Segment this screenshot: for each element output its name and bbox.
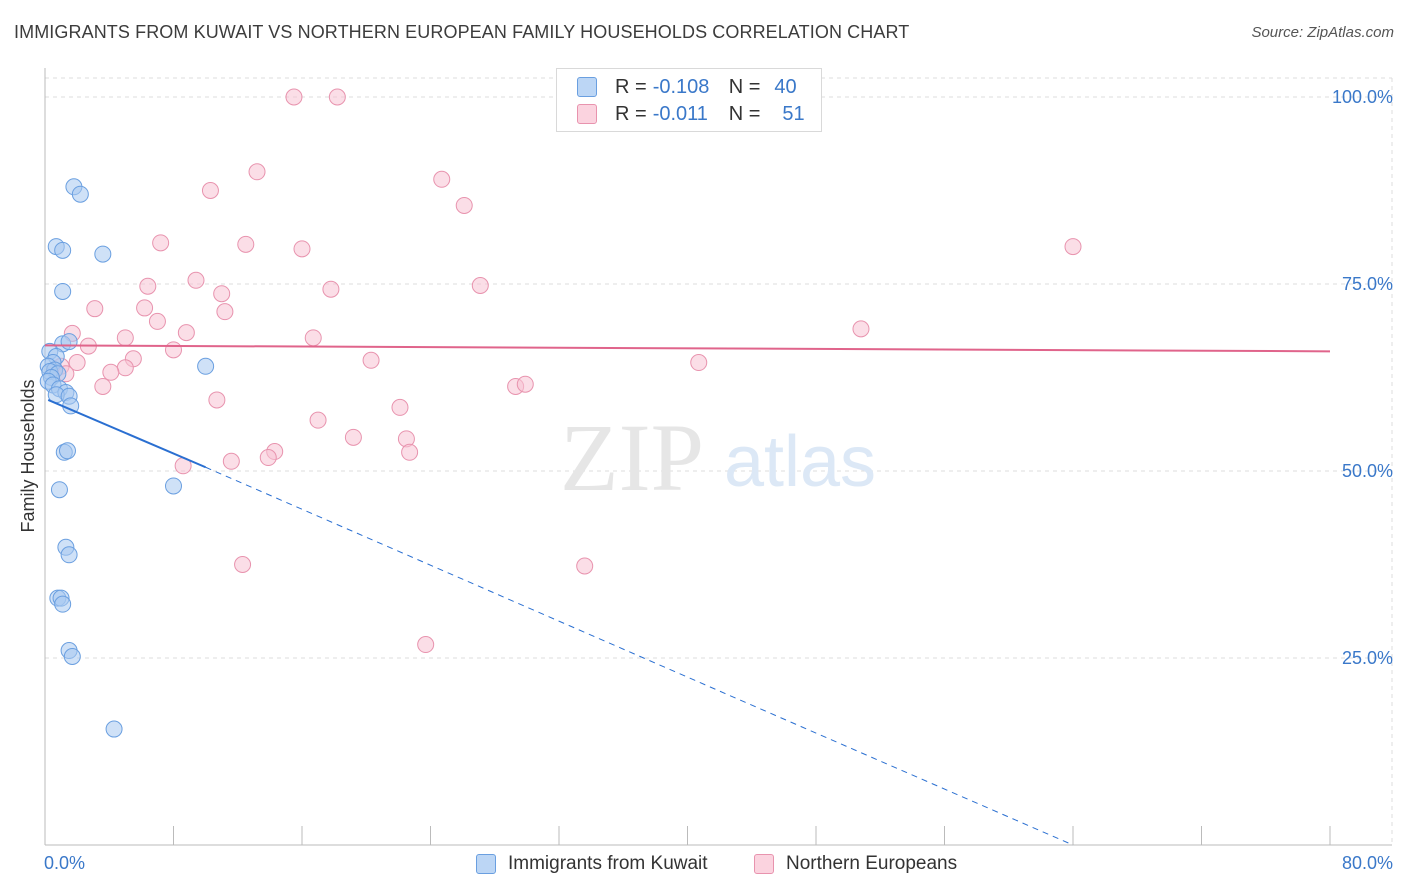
- trend-lines: [44, 344, 1331, 846]
- northern-europeans-point-19: [116, 329, 134, 347]
- y-tick-label-75: 75.0%: [1342, 274, 1393, 294]
- y-tick-label-25: 25.0%: [1342, 648, 1393, 668]
- kuwait-point-34: [63, 648, 81, 666]
- legend-swatch-blue: [577, 77, 597, 97]
- source-label: Source: ZipAtlas.com: [1251, 24, 1394, 41]
- bottom-legend-northern-europeans: Northern Europeans: [754, 852, 957, 876]
- legend-r-label: R =: [615, 75, 647, 98]
- northern-europeans-point-17: [216, 303, 234, 321]
- northern-europeans-point-41: [344, 428, 362, 446]
- bottom-legend-label-northern-europeans: Northern Europeans: [786, 853, 958, 874]
- northern-europeans-point-44: [259, 449, 277, 467]
- northern-europeans-point-11: [187, 271, 205, 289]
- kuwait-point-3: [54, 241, 72, 259]
- bottom-legend-swatch-blue: [476, 854, 496, 874]
- axes: [44, 68, 1392, 846]
- northern-europeans-point-29: [68, 354, 86, 372]
- northern-europeans-point-50: [417, 636, 435, 654]
- northern-europeans-point-5: [455, 196, 473, 214]
- y-axis-title: Family Households: [18, 379, 38, 532]
- northern-europeans-point-35: [94, 377, 112, 395]
- kuwait-point-7: [60, 333, 78, 351]
- northern-europeans-point-48: [234, 556, 252, 573]
- legend-r-value: -0.011: [652, 102, 708, 125]
- watermark-atlas: atlas: [724, 422, 876, 502]
- northern-europeans-point-47: [401, 443, 419, 461]
- watermark-zip: ZIP: [560, 404, 704, 511]
- axis-labels: 25.0% 50.0% 75.0% 100.0% 0.0% 80.0% Family Hou…: [18, 87, 1393, 873]
- bottom-legend-label-kuwait: Immigrants from Kuwait: [508, 853, 708, 874]
- kuwait-point-35: [105, 720, 123, 738]
- legend-swatch-pink: [577, 104, 597, 124]
- northern-europeans-point-37: [516, 375, 534, 393]
- legend-n-value: 51: [782, 102, 805, 125]
- gridlines: [45, 77, 1393, 845]
- northern-europeans-point-8: [293, 240, 311, 258]
- correlation-legend: R = -0.108 N = 40 R = -0.011 N = 51: [556, 68, 822, 132]
- northern-europeans-point-21: [304, 329, 322, 347]
- northern-europeans-point-0: [285, 88, 303, 106]
- northern-europeans-point-13: [322, 280, 340, 298]
- northern-europeans-point-7: [237, 235, 255, 253]
- legend-r-value: -0.108: [652, 75, 710, 98]
- legend-row-kuwait: R = -0.108 N = 40: [577, 75, 797, 99]
- kuwait-point-29: [60, 546, 78, 564]
- kuwait-point-25: [58, 442, 76, 460]
- y-tick-label-50: 50.0%: [1342, 461, 1393, 481]
- northern-europeans-point-9: [1064, 238, 1082, 256]
- axis-ticks: [173, 826, 1331, 845]
- legend-n-label: N =: [728, 75, 761, 98]
- northern-europeans-point-45: [222, 452, 240, 470]
- kuwait-point-26: [50, 481, 68, 499]
- kuwait-points: [39, 178, 215, 738]
- northern-europeans-point-40: [309, 411, 327, 429]
- y-tick-label-100: 100.0%: [1332, 87, 1393, 107]
- chart-title: IMMIGRANTS FROM KUWAIT VS NORTHERN EUROP…: [14, 22, 910, 42]
- northern-europeans-point-28: [690, 354, 708, 372]
- kuwait-point-23: [197, 357, 215, 375]
- x-tick-label-min: 0.0%: [44, 853, 85, 873]
- kuwait-trend-line: [47, 399, 207, 469]
- legend-n-value: 40: [774, 75, 797, 98]
- northern-europeans-point-6: [152, 234, 170, 252]
- kuwait-point-32: [54, 595, 72, 613]
- x-tick-label-max: 80.0%: [1342, 853, 1393, 873]
- legend-row-northern-europeans: R = -0.011 N = 51: [577, 102, 805, 126]
- northern-europeans-point-25: [165, 341, 182, 359]
- northern-europeans-point-18: [148, 312, 166, 330]
- bottom-legend-kuwait: Immigrants from Kuwait: [476, 852, 708, 876]
- northern-europeans-point-15: [86, 300, 104, 318]
- legend-r-label: R =: [615, 102, 647, 125]
- northern-europeans-point-20: [177, 324, 195, 342]
- legend-n-label: N =: [728, 102, 761, 125]
- northern-europeans-point-1: [328, 88, 346, 106]
- northern-europeans-point-34: [102, 363, 120, 381]
- northern-europeans-point-2: [248, 163, 266, 181]
- northern-europeans-point-3: [433, 170, 451, 188]
- kuwait-point-5: [54, 282, 72, 300]
- northern-europeans-point-39: [391, 398, 409, 416]
- kuwait-point-1: [71, 185, 89, 203]
- northern-europeans-trend-line: [44, 344, 1331, 353]
- northern-europeans-point-30: [116, 359, 134, 377]
- northern-europeans-point-16: [136, 299, 154, 317]
- northern-europeans-point-4: [201, 182, 219, 199]
- northern-europeans-point-38: [208, 391, 226, 409]
- northern-europeans-point-22: [852, 320, 870, 338]
- kuwait-point-27: [165, 477, 182, 495]
- kuwait-trend-extension: [205, 466, 1074, 846]
- northern-europeans-point-10: [139, 277, 157, 295]
- northern-europeans-point-27: [362, 351, 380, 369]
- kuwait-point-4: [94, 245, 112, 263]
- northern-europeans-point-12: [213, 285, 231, 303]
- northern-europeans-point-14: [471, 276, 489, 294]
- bottom-legend-swatch-pink: [754, 854, 774, 874]
- northern-europeans-point-49: [576, 557, 594, 575]
